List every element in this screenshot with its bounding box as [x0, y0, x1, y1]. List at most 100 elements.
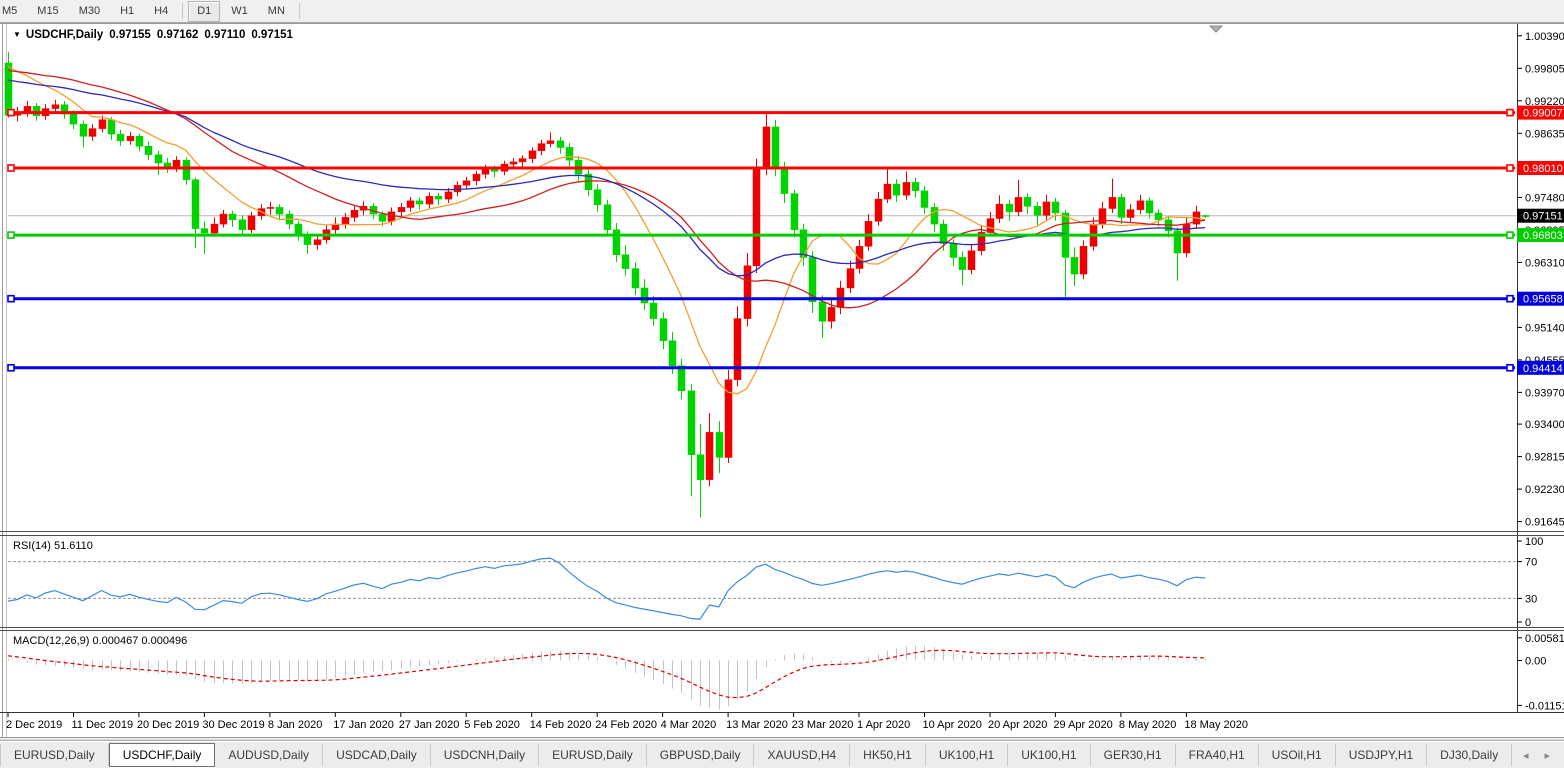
date-tick-label: 13 Mar 2020 [726, 719, 788, 731]
macd-tick-label: 0.005818 [1525, 633, 1564, 645]
chart-svg: 1.00390 0.99805 0.99220 0.98635 0.97480 0.968… [0, 23, 1564, 738]
price-tick-label: 0.92230 [1525, 484, 1564, 496]
date-tick-label: 18 May 2020 [1184, 719, 1248, 731]
svg-text:0.96803: 0.96803 [1523, 230, 1563, 242]
hline-0.95658[interactable] [7, 294, 1515, 303]
hline-price-tag: 0.96803 [1517, 228, 1564, 243]
rsi-tick-label: 70 [1525, 557, 1537, 569]
macd-tick-label: 0.00 [1525, 656, 1546, 668]
tab-scroll-right-icon[interactable]: ▸ [1544, 749, 1550, 762]
date-tick-label: 27 Jan 2020 [399, 719, 460, 731]
macd-indicator-label: MACD(12,26,9) 0.000467 0.000496 [13, 635, 188, 647]
hline-price-tag: 0.99007 [1517, 105, 1564, 120]
symbol-tab-FRA40-H1[interactable]: FRA40,H1 [1176, 744, 1259, 766]
date-tick-label: 17 Jan 2020 [333, 719, 394, 731]
symbol-tab-bar: EURUSD,Daily USDCHF,Daily AUDUSD,Daily USDC… [0, 740, 1564, 768]
hline-price-tag: 0.95658 [1517, 291, 1564, 306]
price-tick-label: 0.91645 [1525, 517, 1564, 529]
timeframe-button-H1[interactable]: H1 [120, 4, 135, 17]
symbol-tab-EURUSD-Daily[interactable]: EURUSD,Daily [539, 744, 647, 766]
ma-fast-line [7, 65, 1206, 395]
ohlc-low: 0.97110 [204, 29, 246, 41]
symbol-tab-USDCAD-Daily[interactable]: USDCAD,Daily [323, 744, 431, 766]
date-tick-label: 20 Apr 2020 [988, 719, 1047, 731]
date-tick-label: 8 Jan 2020 [268, 719, 322, 731]
date-tick-label: 20 Dec 2019 [137, 719, 199, 731]
price-axis[interactable]: 1.00390 0.99805 0.99220 0.98635 0.97480 0.968… [1517, 31, 1564, 713]
chart-canvas[interactable]: 1.00390 0.99805 0.99220 0.98635 0.97480 0.968… [0, 23, 1564, 738]
symbol-tab-USDCHF-Daily[interactable]: USDCHF,Daily [108, 743, 216, 767]
tab-scroll-nav: ◂ ▸ [1523, 749, 1550, 762]
timeframe-toolbar: M5 M15 M30 H1 H4 D1 W1 MN [0, 0, 1564, 23]
hline-0.96803[interactable] [7, 231, 1515, 239]
date-tick-label: 23 Mar 2020 [792, 719, 854, 731]
timeframe-button-M15[interactable]: M15 [37, 4, 59, 17]
symbol-tab-AUDUSD-Daily[interactable]: AUDUSD,Daily [215, 744, 324, 766]
rsi-indicator-label: RSI(14) 51.6110 [13, 540, 93, 552]
ohlc-close: 0.97151 [251, 29, 293, 41]
timeframe-button-M30[interactable]: M30 [78, 4, 101, 17]
timeframe-button-M5[interactable]: M5 [2, 4, 18, 17]
price-tick-label: 0.96310 [1525, 257, 1564, 269]
symbol-tab-DJ30-Daily[interactable]: DJ30,Daily [1427, 744, 1513, 766]
macd-tick-label: -0.011514 [1525, 700, 1564, 712]
svg-text:0.94414: 0.94414 [1523, 363, 1563, 375]
toolbar-separator [182, 3, 184, 19]
hline-price-tag: 0.98010 [1517, 161, 1564, 175]
symbol-tab-USDJPY-H1[interactable]: USDJPY,H1 [1336, 744, 1428, 766]
rsi-line [7, 557, 1206, 620]
svg-text:0.95658: 0.95658 [1523, 294, 1563, 306]
price-tick-label: 0.92815 [1525, 452, 1564, 464]
price-tick-label: 0.93400 [1525, 419, 1564, 431]
date-tick-label: 2 Dec 2019 [6, 719, 62, 731]
symbol-tab-HK50-H1[interactable]: HK50,H1 [850, 744, 926, 766]
hline-0.99007[interactable] [7, 108, 1515, 117]
rsi-tick-label: 0 [1525, 617, 1531, 629]
date-tick-label: 1 Apr 2020 [857, 719, 910, 731]
date-tick-label: 30 Dec 2019 [202, 719, 264, 731]
toolbar-separator [298, 3, 300, 19]
date-tick-label: 4 Mar 2020 [661, 719, 717, 731]
timeframe-button-D1[interactable]: D1 [188, 0, 221, 22]
tab-scroll-left-icon[interactable]: ◂ [1522, 749, 1529, 762]
price-tick-label: 1.00390 [1525, 31, 1564, 43]
chart-symbol: USDCHF,Daily [25, 29, 104, 41]
price-tick-label: 0.99805 [1525, 63, 1564, 75]
symbol-tab-UK100-H1[interactable]: UK100,H1 [926, 744, 1009, 766]
price-tick-label: 0.99220 [1525, 96, 1564, 108]
hline-0.98010[interactable] [7, 164, 1515, 172]
price-tick-label: 0.95140 [1525, 322, 1564, 334]
ohlc-open: 0.97155 [109, 29, 151, 41]
timeframe-button-W1[interactable]: W1 [231, 4, 248, 17]
svg-text:0.97151: 0.97151 [1523, 211, 1563, 223]
date-tick-label: 11 Dec 2019 [72, 719, 134, 731]
ma-slow-line [7, 79, 1206, 277]
price-tick-label: 0.98635 [1525, 128, 1564, 140]
chevron-down-icon[interactable]: ▼ [13, 30, 21, 39]
svg-text:0.99007: 0.99007 [1523, 108, 1563, 120]
current-price-tag: 0.97151 [1517, 208, 1564, 223]
svg-text:0.98010: 0.98010 [1523, 163, 1563, 175]
symbol-tab-USOil-H1[interactable]: USOil,H1 [1259, 744, 1336, 766]
date-tick-label: 10 Apr 2020 [923, 719, 982, 731]
symbol-tab-GBPUSD-Daily[interactable]: GBPUSD,Daily [647, 744, 755, 766]
date-tick-label: 5 Feb 2020 [464, 719, 520, 731]
date-axis[interactable]: 2 Dec 2019 11 Dec 2019 20 Dec 2019 30 Dec 2… [6, 713, 1248, 731]
date-tick-label: 24 Feb 2020 [595, 719, 657, 731]
symbol-tab-XAUUSD-H4[interactable]: XAUUSD,H4 [754, 744, 851, 766]
hline-0.94414[interactable] [7, 363, 1515, 372]
price-tick-label: 0.97480 [1525, 192, 1564, 204]
chart-title: ▼ USDCHF,Daily 0.97155 0.97162 0.97110 0.9715… [13, 29, 293, 41]
symbol-tab-EURUSD-Daily[interactable]: EURUSD,Daily [0, 744, 109, 766]
chart-shift-marker-icon[interactable] [1208, 25, 1224, 33]
timeframe-button-MN[interactable]: MN [267, 4, 285, 17]
symbol-tab-GER30-H1[interactable]: GER30,H1 [1091, 744, 1176, 766]
timeframe-button-H4[interactable]: H4 [154, 4, 169, 17]
symbol-tab-UK100-H1[interactable]: UK100,H1 [1008, 744, 1091, 766]
rsi-tick-label: 100 [1525, 536, 1543, 548]
macd-signal-line [7, 649, 1206, 699]
ohlc-high: 0.97162 [156, 29, 199, 41]
symbol-tab-USDCNH-Daily[interactable]: USDCNH,Daily [431, 744, 540, 766]
hline-price-tag: 0.94414 [1517, 360, 1564, 375]
